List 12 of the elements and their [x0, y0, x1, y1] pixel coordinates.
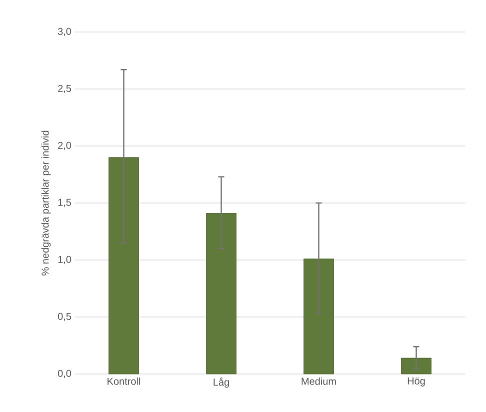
y-tick-label: 1,0 [58, 256, 72, 264]
y-tick-label: 2,5 [58, 84, 72, 94]
x-tick-label: Hög [408, 378, 425, 386]
y-tick-label: 3,0 [58, 28, 72, 36]
x-tick-label: Medium [302, 378, 336, 385]
y-axis-title: % nedgrävda partiklar per individ [41, 130, 51, 276]
y-tick-label: 0,0 [58, 370, 72, 378]
y-tick-label: 0,5 [58, 312, 72, 322]
x-tick-label: Kontroll [108, 378, 140, 385]
y-tick-label: 2,0 [58, 142, 72, 150]
y-tick-label: 1,5 [58, 198, 72, 208]
x-tick-label: Låg [214, 378, 229, 388]
